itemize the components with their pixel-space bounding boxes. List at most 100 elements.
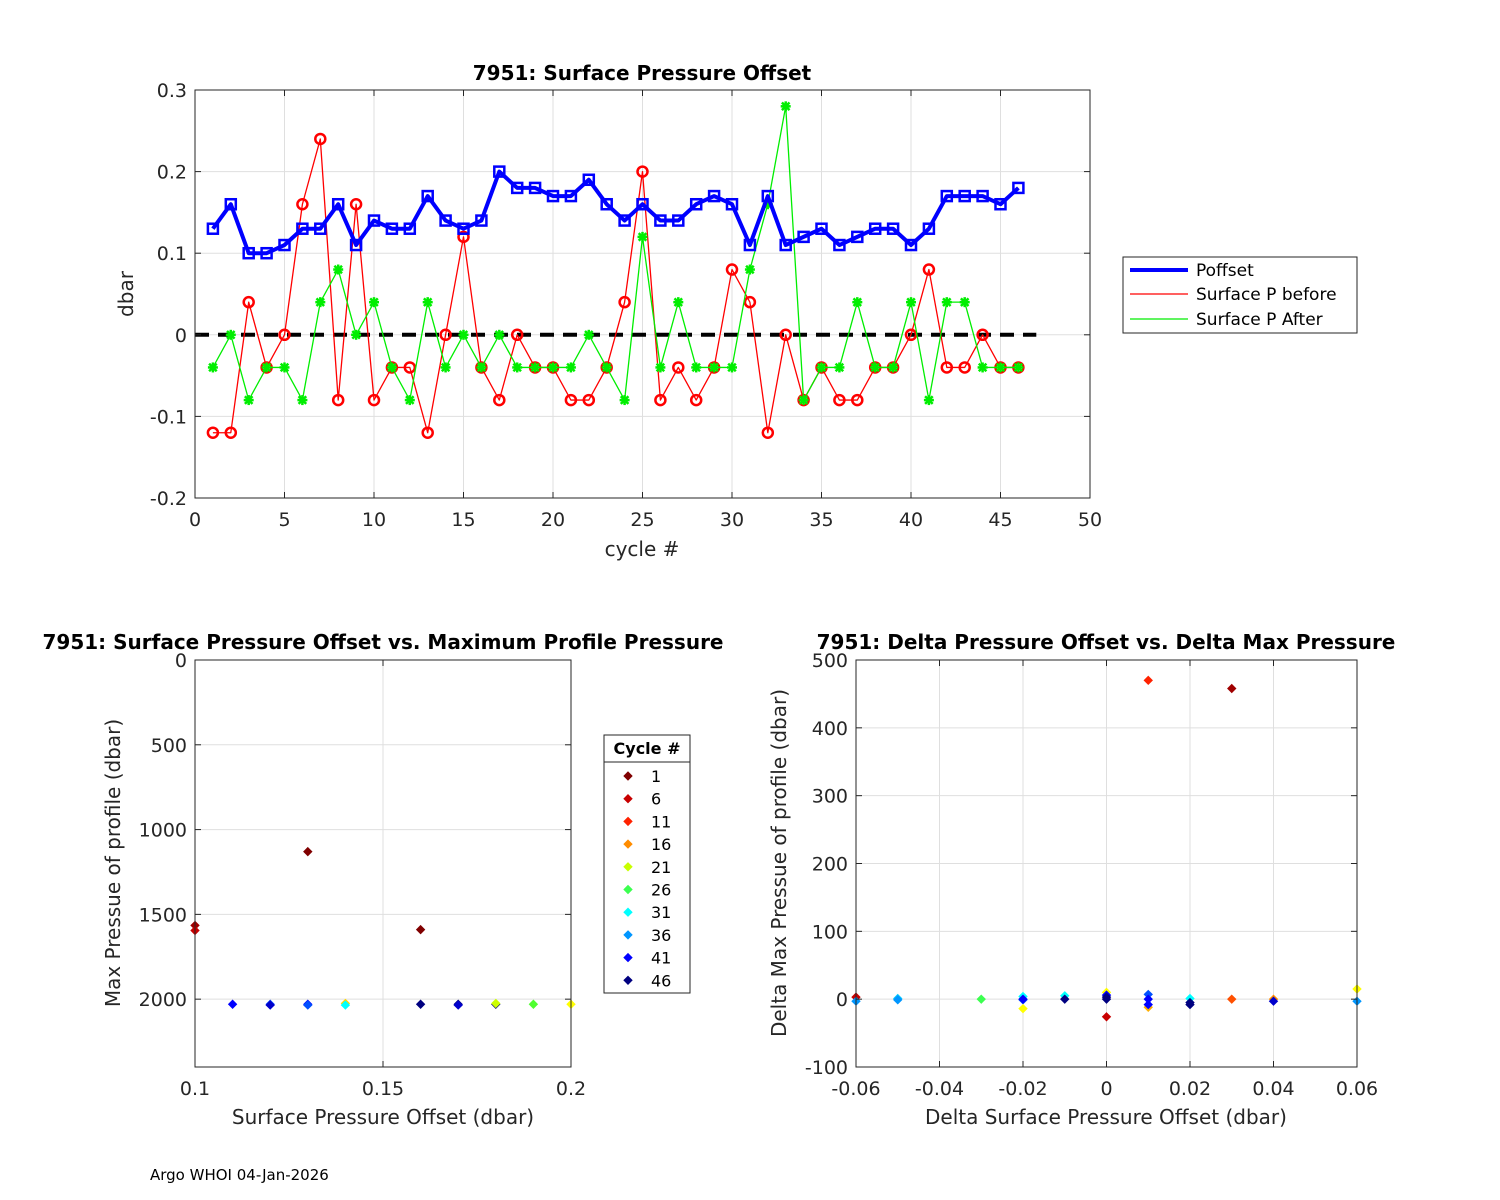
after-point-stroke: [315, 297, 325, 307]
poffset-point: [528, 181, 542, 195]
legend-label-poffset: Poffset: [1196, 261, 1254, 281]
bl-x-ticks: 0.1 0.15 0.2: [180, 660, 586, 1100]
bl-y-ticks: 0 500 1000 1500 2000: [139, 650, 571, 1011]
legend-label: 1: [651, 767, 661, 786]
after-point-stroke: [834, 362, 845, 373]
legend-label-after: Surface P After: [1196, 310, 1323, 330]
legend-marker: [623, 816, 633, 827]
x-tick-label: 40: [899, 509, 923, 531]
after-point-stroke: [261, 362, 272, 373]
before-point: [672, 361, 685, 374]
poffset-point: [707, 189, 721, 203]
scatter-point: [1268, 996, 1279, 1006]
y-tick-label: 300: [812, 786, 848, 808]
x-tick-label: -0.02: [998, 1078, 1047, 1100]
y-tick-label: 0.2: [157, 162, 187, 184]
poffset-point: [457, 222, 470, 235]
scatter-point: [1143, 675, 1153, 686]
y-tick-label: 500: [812, 650, 848, 672]
after-point: [530, 362, 541, 373]
before-point: [958, 361, 971, 374]
scatter-point: [415, 999, 426, 1009]
series-poffset: [206, 165, 1025, 260]
after-point: [548, 362, 558, 373]
poffset-point: [689, 197, 703, 211]
br-x-ticks: -0.06 -0.04 -0.02 0 0.02 0.04 0.06: [831, 660, 1378, 1100]
before-point: [403, 361, 417, 374]
top-legend: Poffset Surface P before Surface P After: [1122, 256, 1358, 334]
poffset-point: [206, 222, 220, 235]
scatter-point: [1227, 683, 1237, 694]
before-point: [636, 165, 649, 178]
after-point: [476, 362, 487, 373]
poffset-point: [493, 165, 506, 178]
after-point-stroke: [530, 362, 540, 373]
after-point: [243, 395, 254, 406]
after-point: [297, 395, 308, 406]
poffset-point: [797, 230, 810, 244]
y-tick-label: -100: [805, 1057, 848, 1079]
after-point-stroke: [512, 362, 522, 373]
top-y-ticks: -0.2 -0.1 0 0.1 0.2 0.3: [150, 80, 1090, 510]
scatter-point: [1018, 1003, 1028, 1014]
after-point-stroke: [602, 362, 612, 373]
legend-marker: [623, 907, 633, 917]
legend-item-cycle-46: 46: [623, 971, 671, 990]
poffset-point: [403, 222, 417, 235]
bl-chart-title: 7951: Surface Pressure Offset vs. Maximu…: [43, 630, 724, 654]
after-point: [386, 362, 397, 373]
x-tick-label: 50: [1078, 509, 1102, 531]
after-point: [995, 362, 1006, 373]
scatter-point: [1060, 994, 1070, 1004]
poffset-point: [439, 214, 452, 227]
scatter-point: [1227, 994, 1237, 1004]
y-tick-label: 100: [812, 921, 848, 943]
poffset-point: [242, 246, 255, 260]
after-point: [727, 362, 737, 373]
after-point-stroke: [387, 362, 397, 373]
legend-marker: [623, 839, 633, 849]
after-point-stroke: [566, 362, 576, 373]
scatter-point: [303, 1000, 313, 1010]
after-point-stroke: [852, 297, 862, 307]
poffset-point: [224, 197, 238, 211]
poffset-point: [510, 181, 524, 195]
after-point-stroke: [727, 362, 737, 373]
poffset-point: [618, 214, 631, 227]
scatter-point: [976, 994, 986, 1004]
after-point-stroke: [637, 232, 648, 242]
after-point: [655, 362, 666, 373]
after-point-stroke: [709, 362, 719, 373]
y-tick-label: 1000: [139, 820, 187, 842]
before-point: [761, 426, 775, 439]
bl-y-label: Max Pressue of profile (dbar): [101, 719, 125, 1007]
after-point-stroke: [1013, 362, 1024, 373]
x-tick-label: 0.1: [180, 1078, 210, 1100]
x-tick-label: 0.2: [556, 1078, 586, 1100]
x-tick-label: 0.15: [362, 1078, 404, 1100]
bl-legend-box: [603, 734, 691, 994]
y-tick-label: 0.3: [157, 80, 187, 102]
after-point-stroke: [423, 297, 433, 307]
after-point: [207, 362, 218, 373]
poffset-point: [868, 222, 882, 235]
top-series: [206, 101, 1025, 439]
after-point-stroke: [208, 362, 218, 373]
after-point-stroke: [333, 264, 343, 275]
before-point: [976, 328, 989, 342]
bl-legend-title: Cycle #: [614, 739, 681, 758]
x-tick-label: 45: [988, 509, 1012, 531]
after-point: [744, 264, 755, 275]
legend-label: 46: [651, 971, 671, 990]
after-point: [977, 362, 988, 373]
after-point: [637, 231, 648, 242]
poffset-point: [278, 238, 291, 252]
after-point-stroke: [673, 297, 683, 307]
after-point-stroke: [781, 101, 791, 112]
x-tick-label: 10: [362, 509, 386, 531]
after-point-stroke: [548, 362, 558, 373]
before-point: [618, 295, 631, 309]
bottom-left-chart: 0.1 0.15 0.2 0 500 1000 1500 2000 7951: Surfac…: [43, 630, 724, 1129]
poffset-point: [636, 197, 649, 211]
